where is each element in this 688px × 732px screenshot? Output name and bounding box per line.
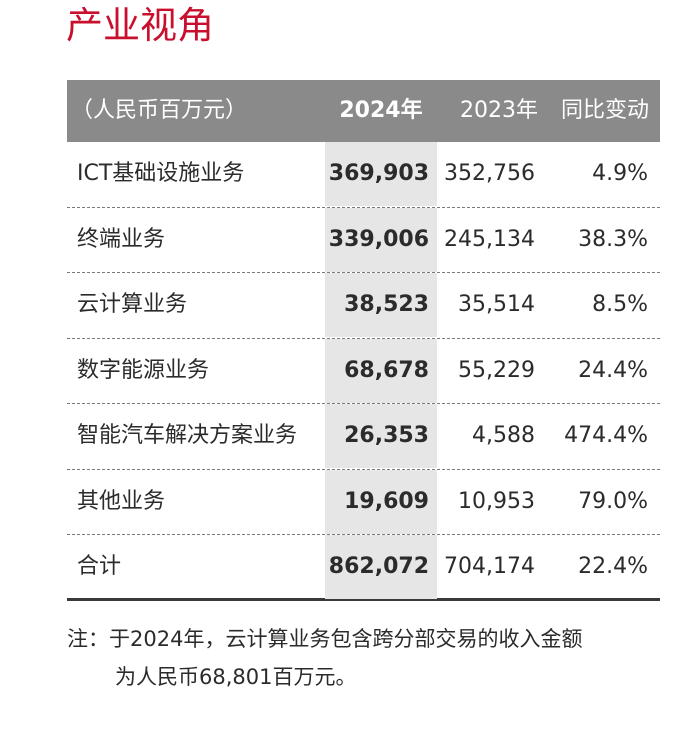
table-row-total: 合计 862,072 704,174 22.4% — [67, 535, 660, 601]
value-2023: 4,588 — [472, 423, 535, 448]
section-title: 产业视角 — [66, 4, 214, 47]
value-2024: 862,072 — [325, 535, 437, 599]
table-row: 智能汽车解决方案业务 26,353 4,588 474.4% — [67, 404, 660, 470]
table-row: 其他业务 19,609 10,953 79.0% — [67, 469, 660, 535]
segment-name: 智能汽车解决方案业务 — [77, 423, 298, 448]
header-change: 同比变动 — [560, 98, 649, 123]
yoy-change: 24.4% — [578, 357, 648, 383]
value-2023: 35,514 — [458, 292, 535, 317]
header-2023: 2023年 — [460, 98, 538, 123]
value-2024: 68,678 — [325, 338, 437, 403]
header-unit: （人民币百万元） — [71, 98, 248, 123]
segment-name: 云计算业务 — [77, 292, 188, 317]
yoy-change: 4.9% — [592, 161, 648, 186]
revenue-by-segment-table: （人民币百万元） 2024年 2023年 同比变动 ICT基础设施业务 369,… — [67, 80, 660, 601]
footnote-line-1: 注：于2024年，云计算业务包含跨分部交易的收入金额 — [67, 627, 583, 651]
value-2023: 55,229 — [458, 357, 535, 383]
value-2024: 369,903 — [325, 142, 437, 206]
value-2024: 38,523 — [325, 273, 437, 337]
segment-name: 合计 — [77, 554, 122, 579]
segment-name: 终端业务 — [77, 226, 166, 252]
table-row: 云计算业务 38,523 35,514 8.5% — [67, 273, 660, 339]
table-body: ICT基础设施业务 369,903 352,756 4.9% 终端业务 339,… — [67, 142, 660, 601]
value-2023: 245,134 — [444, 226, 535, 252]
segment-name: 其他业务 — [77, 488, 166, 514]
yoy-change: 79.0% — [578, 488, 648, 514]
segment-name: ICT基础设施业务 — [77, 161, 245, 186]
segment-name: 数字能源业务 — [77, 357, 210, 383]
value-2024: 19,609 — [325, 469, 437, 534]
value-2024: 339,006 — [325, 207, 437, 272]
value-2023: 10,953 — [458, 488, 535, 514]
table-row: 数字能源业务 68,678 55,229 24.4% — [67, 338, 660, 404]
header-2024: 2024年 — [325, 80, 437, 142]
footnote: 注：于2024年，云计算业务包含跨分部交易的收入金额 为人民币68,801百万元… — [67, 620, 582, 696]
table-row: ICT基础设施业务 369,903 352,756 4.9% — [67, 142, 660, 208]
yoy-change: 38.3% — [578, 226, 648, 252]
value-2023: 352,756 — [444, 161, 535, 186]
yoy-change: 22.4% — [578, 554, 648, 579]
value-2024: 26,353 — [325, 404, 437, 468]
value-2023: 704,174 — [444, 554, 535, 579]
table-header: （人民币百万元） 2024年 2023年 同比变动 — [67, 80, 660, 142]
table-row: 终端业务 339,006 245,134 38.3% — [67, 207, 660, 273]
yoy-change: 474.4% — [564, 423, 648, 448]
footnote-line-2: 为人民币68,801百万元。 — [115, 665, 357, 689]
yoy-change: 8.5% — [592, 292, 648, 317]
